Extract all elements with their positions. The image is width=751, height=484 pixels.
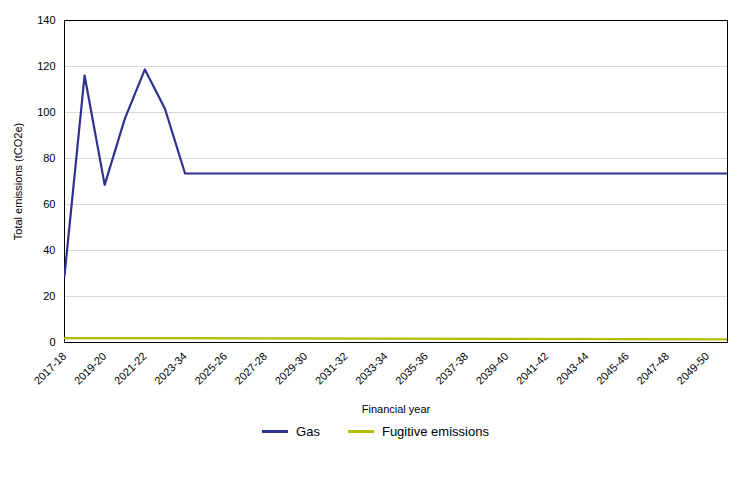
svg-text:2037-38: 2037-38 bbox=[433, 350, 470, 387]
svg-text:60: 60 bbox=[43, 198, 55, 210]
svg-text:2025-26: 2025-26 bbox=[192, 350, 229, 387]
svg-text:2033-34: 2033-34 bbox=[353, 350, 390, 387]
html-text:Gas: Gas bbox=[296, 424, 320, 439]
svg-text:120: 120 bbox=[37, 60, 55, 72]
svg-text:Total emissions (tCO2e): Total emissions (tCO2e) bbox=[12, 123, 24, 240]
svg-text:0: 0 bbox=[49, 336, 55, 348]
svg-text:2039-40: 2039-40 bbox=[473, 350, 510, 387]
svg-text:20: 20 bbox=[43, 290, 55, 302]
svg-text:40: 40 bbox=[43, 244, 55, 256]
svg-text:2043-44: 2043-44 bbox=[554, 350, 591, 387]
svg-text:2031-32: 2031-32 bbox=[313, 350, 350, 387]
svg-text:2045-46: 2045-46 bbox=[594, 350, 631, 387]
svg-text:2019-20: 2019-20 bbox=[72, 350, 109, 387]
svg-text:80: 80 bbox=[43, 152, 55, 164]
svg-text:2017-18: 2017-18 bbox=[31, 350, 68, 387]
svg-text:2021-22: 2021-22 bbox=[112, 350, 149, 387]
svg-text:2029-30: 2029-30 bbox=[272, 350, 309, 387]
svg-text:2023-34: 2023-34 bbox=[152, 350, 189, 387]
svg-text:2041-42: 2041-42 bbox=[514, 350, 551, 387]
svg-text:2049-50: 2049-50 bbox=[674, 350, 711, 387]
svg-text:2035-36: 2035-36 bbox=[393, 350, 430, 387]
svg-text:140: 140 bbox=[37, 14, 55, 26]
svg-text:Financial year: Financial year bbox=[362, 403, 431, 415]
svg-text:2047-48: 2047-48 bbox=[634, 350, 671, 387]
html-text:Fugitive emissions: Fugitive emissions bbox=[382, 424, 489, 439]
svg-text:2027-28: 2027-28 bbox=[232, 350, 269, 387]
svg-text:100: 100 bbox=[37, 106, 55, 118]
